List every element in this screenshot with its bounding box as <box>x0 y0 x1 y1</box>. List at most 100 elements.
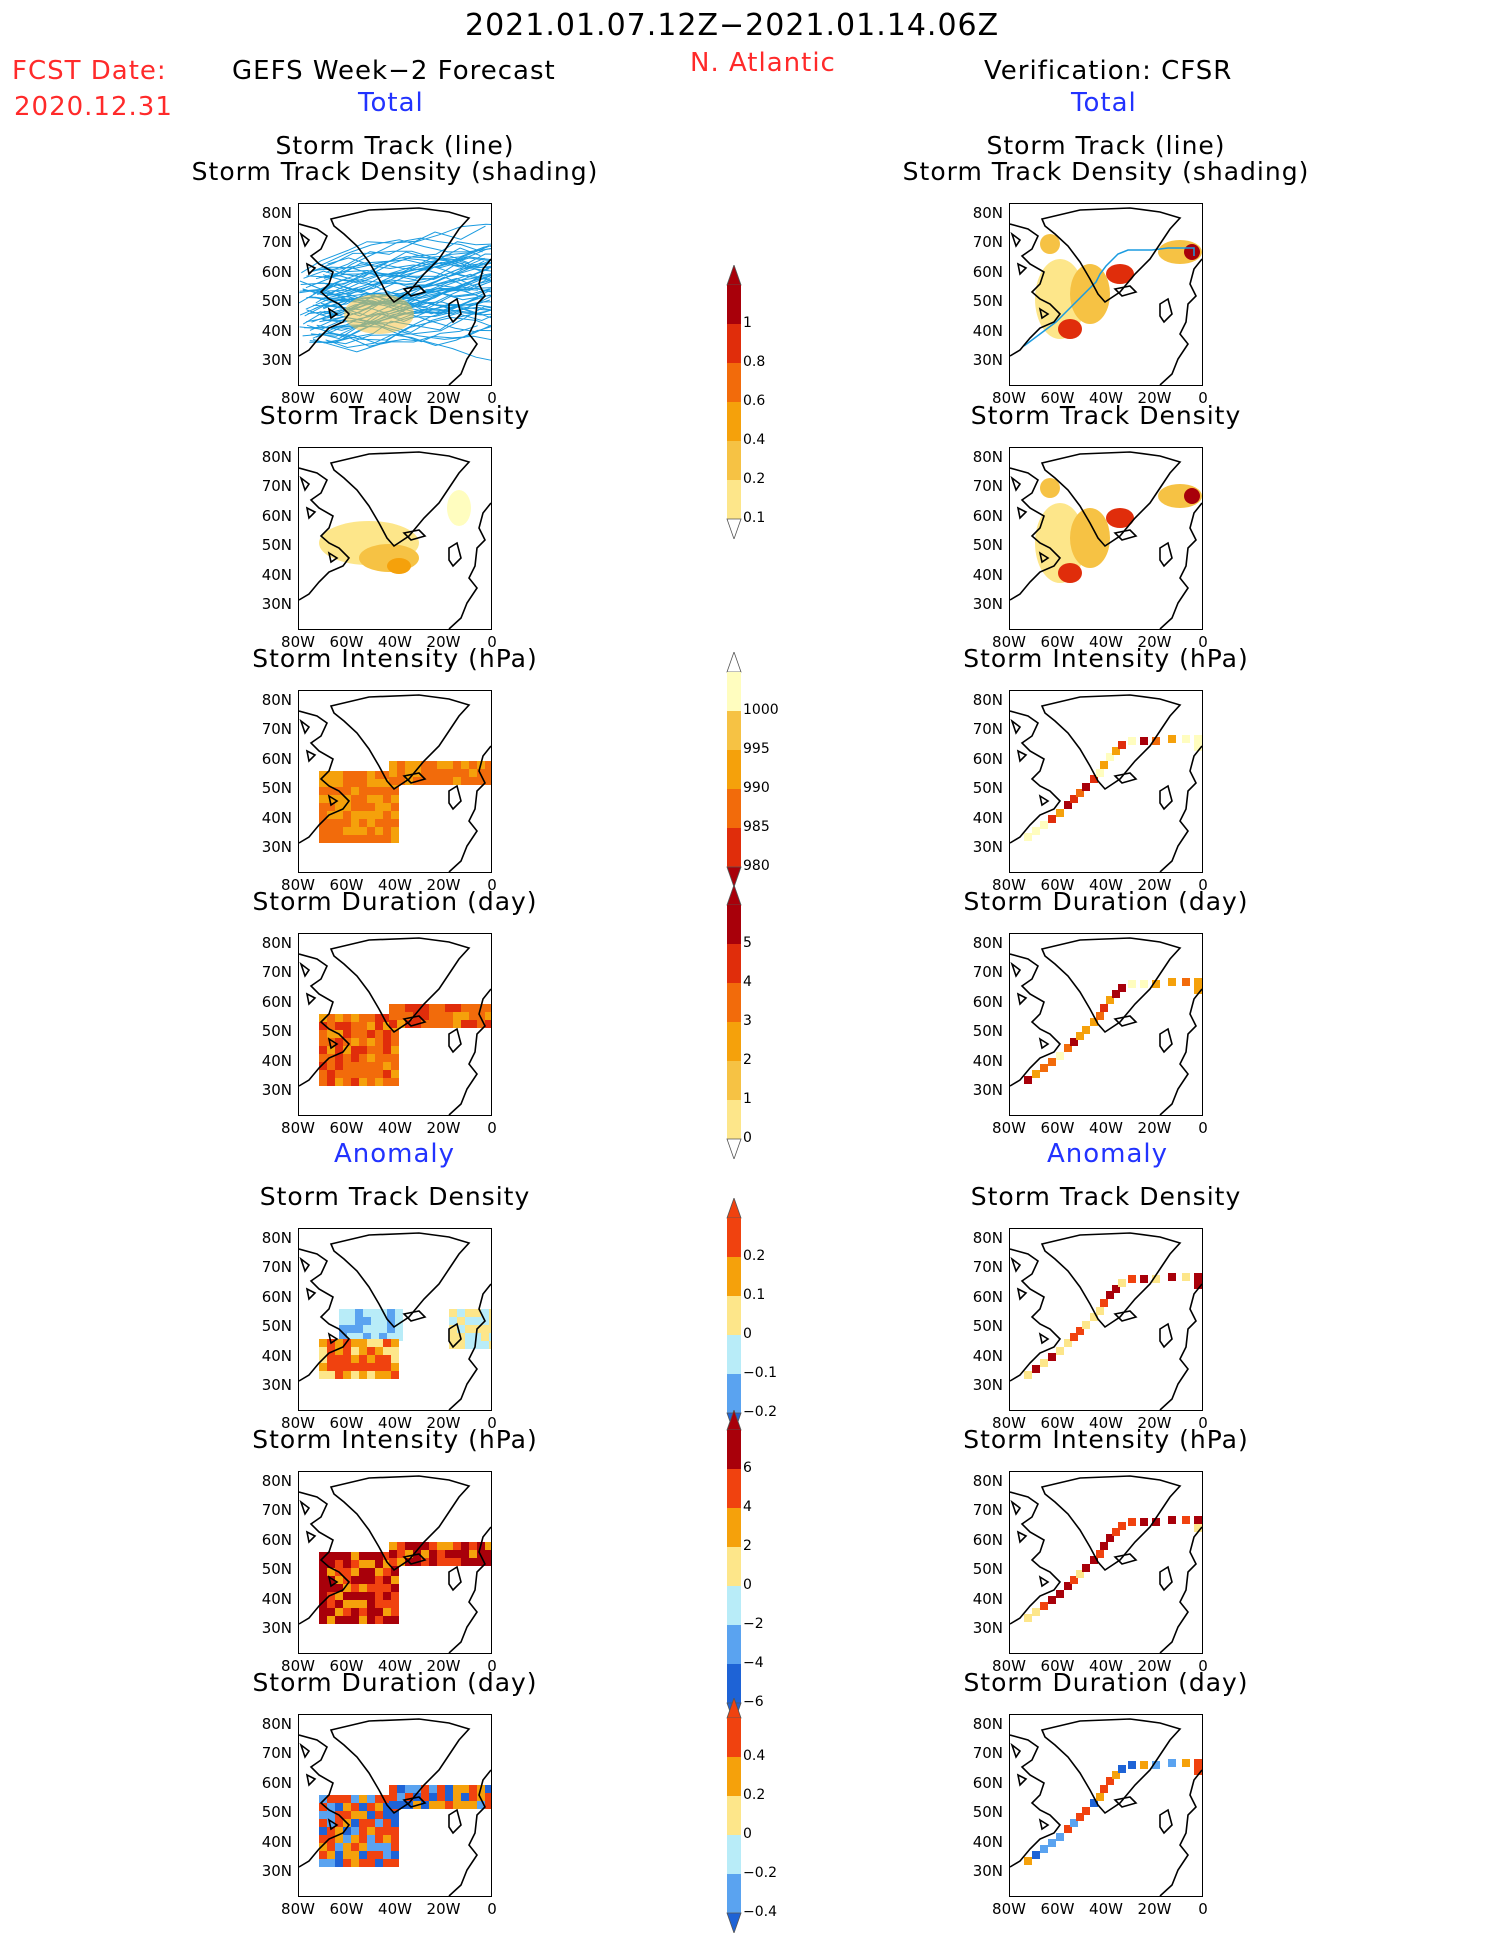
grid-cell <box>367 1584 375 1592</box>
grid-cell <box>1040 821 1048 829</box>
europe-coast <box>448 258 491 385</box>
colorbar-segment <box>727 1257 741 1296</box>
grid-cell <box>1032 1070 1040 1078</box>
grid-cell <box>457 1317 465 1325</box>
grid-cell <box>343 1592 351 1600</box>
greenland-coast <box>329 937 471 1034</box>
lat-tick-label: 30N <box>261 351 292 369</box>
grid-cell <box>465 1309 473 1317</box>
grid-cell <box>445 1793 453 1801</box>
grid-cell <box>367 1819 375 1827</box>
lon-tick-label: 40W <box>1089 1119 1123 1137</box>
lat-tick-label: 60N <box>972 1530 1003 1549</box>
grid-cell <box>405 1785 413 1793</box>
grid-cell <box>335 1827 343 1835</box>
grid-cell <box>1194 1516 1202 1524</box>
density-shading <box>1040 234 1060 254</box>
grid-cell <box>319 1592 327 1600</box>
grid-cell <box>319 819 327 827</box>
fcst-date-label: FCST Date: <box>12 56 167 86</box>
grid-cell <box>383 1568 391 1576</box>
grid-cell <box>1152 1518 1160 1526</box>
grid-cell <box>1100 1004 1108 1012</box>
grid-cell <box>1024 1076 1032 1084</box>
grid-cell <box>375 1584 383 1592</box>
grid-cell <box>359 779 367 787</box>
iceland-coast <box>1113 1015 1138 1027</box>
grid-cell <box>335 803 343 811</box>
lon-tick-label: 20W <box>426 1657 461 1675</box>
greenland-coast <box>329 207 471 304</box>
grid-cell <box>327 1819 335 1827</box>
grid-cell <box>343 1584 351 1592</box>
density-shading <box>1035 259 1085 339</box>
grid-cell <box>1040 1602 1048 1610</box>
grid-cell <box>453 1558 461 1566</box>
grid-cell <box>343 1827 351 1835</box>
grid-cell <box>383 1600 391 1608</box>
grid-cell <box>1090 1556 1098 1564</box>
lat-tick-label: 40N <box>972 1589 1003 1608</box>
iceland-coast <box>1113 1553 1138 1565</box>
grid-cell <box>1140 1275 1148 1283</box>
grid-cell <box>383 1584 391 1592</box>
grid-cell <box>375 1811 383 1819</box>
europe-coast <box>448 988 491 1115</box>
grid-cell <box>445 1020 453 1028</box>
grid-cell <box>343 1363 351 1371</box>
grid-cell <box>359 1843 367 1851</box>
map-canvas <box>1010 1232 1202 1410</box>
greenland-coast <box>329 1232 471 1329</box>
grid-cell <box>351 1014 359 1022</box>
grid-cell <box>387 1317 395 1325</box>
grid-cell <box>359 1584 367 1592</box>
grid-cell <box>1118 1279 1126 1287</box>
grid-cell <box>319 1576 327 1584</box>
grid-cell <box>397 1012 405 1020</box>
grid-cell <box>473 1333 481 1341</box>
grid-cell <box>339 1317 347 1325</box>
grid-cell <box>351 1347 359 1355</box>
grid-cell <box>485 769 491 777</box>
grid-cell <box>359 1014 367 1022</box>
grid-cell <box>1024 1371 1032 1379</box>
grid-cell <box>335 1592 343 1600</box>
density-shading <box>1106 508 1134 528</box>
grid-cell <box>359 1552 367 1560</box>
arctic-islands <box>1010 1499 1050 1588</box>
lat-tick-label: 40N <box>972 565 1003 584</box>
grid-cell <box>437 1801 445 1809</box>
grid-cell <box>327 1584 335 1592</box>
lon-tick-label: 0 <box>1198 1414 1208 1432</box>
lat-tick-label: 60N <box>261 992 292 1011</box>
lat-tick-label: 60N <box>972 506 1003 525</box>
grid-cell <box>327 1811 335 1819</box>
grid-cell <box>397 1550 405 1558</box>
grid-cell <box>359 1054 367 1062</box>
colorbar-label: −6 <box>743 1694 764 1710</box>
grid-cell <box>367 1339 375 1347</box>
grid-cell <box>1082 1564 1090 1572</box>
grid-cell <box>395 1333 403 1341</box>
grid-cell <box>343 1616 351 1624</box>
grid-cell <box>1182 1516 1190 1524</box>
europe-coast <box>1159 258 1202 385</box>
colorbar-segment <box>727 480 741 519</box>
lat-tick-label: 80N <box>972 204 1003 222</box>
grid-cell <box>359 1592 367 1600</box>
grid-cell <box>343 779 351 787</box>
lat-tick-label: 60N <box>261 1530 292 1549</box>
lon-tick-label: 0 <box>1198 876 1208 894</box>
lon-tick-label: 80W <box>992 389 1026 407</box>
grid-cell <box>351 1363 359 1371</box>
lat-tick-label: 30N <box>972 351 1003 369</box>
forecast-storm-track <box>305 276 491 310</box>
grid-cell <box>367 819 375 827</box>
grid-cell <box>429 769 437 777</box>
north-america-coast <box>1010 953 1062 1087</box>
lon-tick-label: 0 <box>487 389 497 407</box>
grid-cell <box>477 777 485 785</box>
lon-tick-label: 20W <box>426 389 461 407</box>
left-map-density-4 <box>298 1228 492 1411</box>
grid-cell <box>405 769 413 777</box>
